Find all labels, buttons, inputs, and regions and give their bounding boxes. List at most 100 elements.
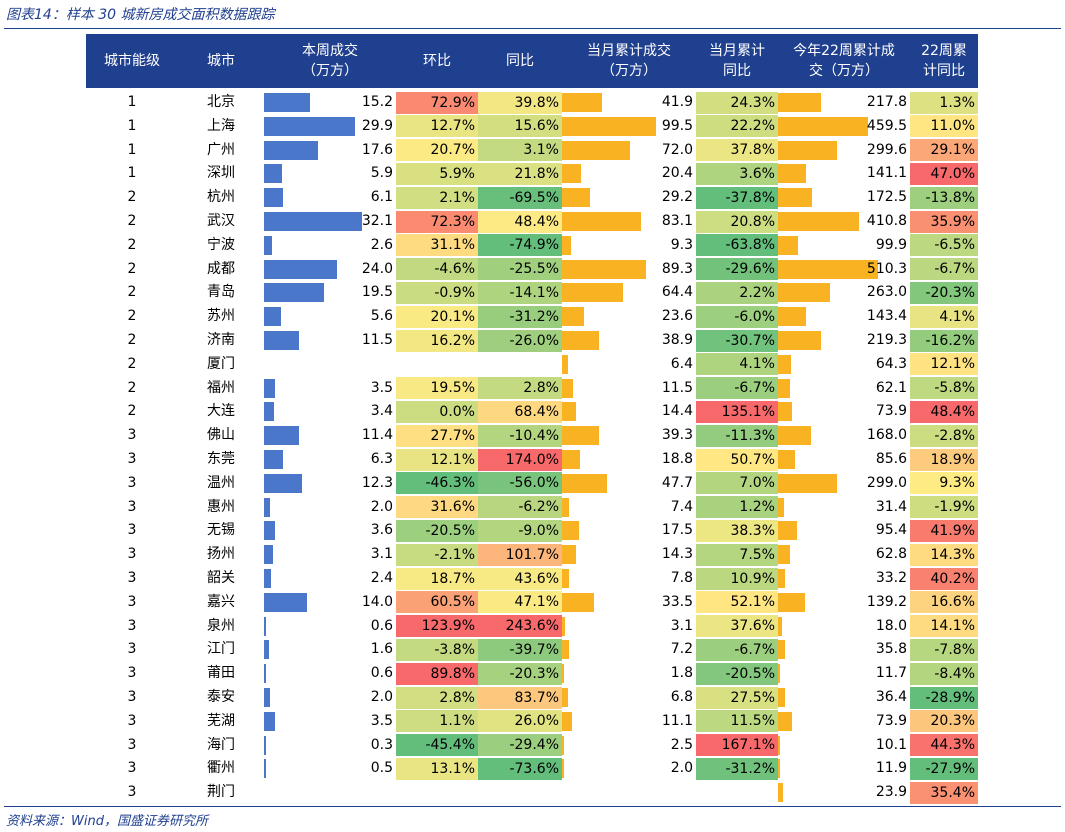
mtd-value: 83.1 (661, 213, 693, 229)
tier-cell: 3 (127, 427, 137, 444)
mtd-value: 89.3 (661, 260, 693, 277)
mtd-bar (562, 640, 569, 660)
mtd-value: 6.4 (670, 355, 693, 372)
ytd-bar (778, 640, 785, 660)
yoy-cell: -9.0% (478, 519, 562, 542)
week-bar (264, 331, 300, 350)
ytd-value: 459.5 (866, 117, 907, 134)
ytd-value: 143.4 (866, 308, 907, 325)
week-bar (264, 402, 275, 422)
week-bar (264, 664, 266, 684)
mtd-yoy-cell: 27.5% (696, 686, 778, 709)
week-value: 0.5 (370, 760, 393, 777)
tier-cell: 2 (127, 403, 137, 420)
wow-cell: -45.4% (396, 734, 478, 757)
tier-cell: 3 (127, 736, 137, 753)
yoy-cell: 48.4% (478, 210, 562, 233)
mtd-value (562, 781, 696, 804)
ytd-yoy-cell: 35.9% (910, 210, 978, 233)
mtd-yoy-cell: 38.3% (696, 519, 778, 542)
city-cell: 佛山 (207, 427, 235, 444)
week-bar (264, 283, 324, 303)
ytd-value: 410.8 (866, 213, 907, 229)
city-cell: 莆田 (207, 665, 235, 682)
tier-cell: 3 (127, 689, 137, 705)
ytd-value: 64.3 (875, 355, 907, 372)
week-value: 6.1 (370, 189, 393, 206)
mtd-bar (562, 497, 569, 517)
mtd-yoy-cell: 2.2% (696, 281, 778, 304)
wow-cell: -20.5% (396, 519, 478, 542)
mtd-yoy-cell: 24.3% (696, 91, 778, 114)
yoy-cell: -56.0% (478, 472, 562, 495)
tier-cell: 3 (127, 617, 137, 634)
city-cell: 厦门 (207, 355, 235, 372)
mtd-value: 2.5 (670, 736, 693, 753)
mtd-value: 72.0 (661, 141, 693, 158)
ytd-value: 141.1 (866, 165, 907, 182)
mtd-yoy-cell: 1.2% (696, 496, 778, 519)
mtd-yoy-cell: 11.5% (696, 710, 778, 733)
week-bar (264, 735, 266, 755)
mtd-yoy-cell: -6.0% (696, 305, 778, 328)
ytd-yoy-cell: 40.2% (910, 567, 978, 590)
wow-cell: 27.7% (396, 424, 478, 447)
tier-cell: 2 (127, 308, 137, 325)
ytd-bar (778, 307, 807, 327)
yoy-cell: 83.7% (478, 686, 562, 709)
mtd-bar (562, 592, 594, 612)
ytd-yoy-cell: 11.0% (910, 115, 978, 138)
mtd-value: 2.0 (670, 760, 693, 777)
week-bar (264, 212, 362, 231)
mtd-yoy-cell: -20.5% (696, 662, 778, 685)
ytd-yoy-cell: 9.3% (910, 472, 978, 495)
mtd-value: 38.9 (661, 332, 693, 348)
ytd-bar (778, 711, 793, 731)
tier-cell: 3 (127, 474, 137, 491)
yoy-cell: 15.6% (478, 115, 562, 138)
city-cell: 青岛 (207, 284, 235, 301)
week-value: 29.9 (361, 117, 393, 134)
week-value: 3.5 (370, 712, 393, 729)
week-value: 32.1 (361, 213, 393, 229)
mtd-yoy-cell: 3.6% (696, 162, 778, 185)
wow-cell: -0.9% (396, 281, 478, 304)
mtd-value: 7.2 (670, 641, 693, 658)
ytd-value: 299.6 (866, 141, 907, 158)
ytd-bar (778, 783, 783, 803)
yoy-cell: -26.0% (478, 329, 562, 352)
week-bar (264, 592, 307, 612)
city-cell: 苏州 (207, 308, 235, 325)
yoy-cell (478, 353, 562, 375)
mtd-value: 41.9 (661, 94, 693, 110)
ytd-bar (778, 164, 806, 184)
wow-cell: 89.8% (396, 662, 478, 685)
city-cell: 嘉兴 (207, 593, 235, 610)
city-cell: 扬州 (207, 546, 235, 563)
city-cell: 杭州 (207, 189, 235, 206)
city-cell: 宁波 (207, 236, 235, 253)
mtd-value: 11.1 (661, 712, 693, 729)
wow-cell: 12.1% (396, 448, 478, 471)
mtd-bar (562, 331, 599, 350)
week-value: 3.4 (370, 403, 393, 420)
yoy-cell: -6.2% (478, 496, 562, 519)
mtd-yoy-cell: 37.6% (696, 615, 778, 638)
city-cell: 深圳 (207, 165, 235, 182)
wow-cell: 1.1% (396, 710, 478, 733)
ytd-value: 263.0 (866, 284, 907, 301)
ytd-bar (778, 759, 781, 779)
yoy-cell: -73.6% (478, 757, 562, 780)
mtd-yoy-cell: -11.3% (696, 424, 778, 447)
ytd-yoy-cell: -27.9% (910, 757, 978, 780)
ytd-yoy-cell: -8.4% (910, 662, 978, 685)
mtd-value: 18.8 (661, 451, 693, 467)
ytd-bar (778, 592, 806, 612)
wow-cell: 12.7% (396, 115, 478, 138)
mtd-value: 14.3 (661, 546, 693, 563)
ytd-bar (778, 140, 837, 160)
ytd-value: 33.2 (875, 570, 907, 586)
tier-cell: 2 (127, 355, 137, 372)
yoy-cell: -14.1% (478, 281, 562, 304)
mtd-yoy-cell: 7.5% (696, 543, 778, 566)
